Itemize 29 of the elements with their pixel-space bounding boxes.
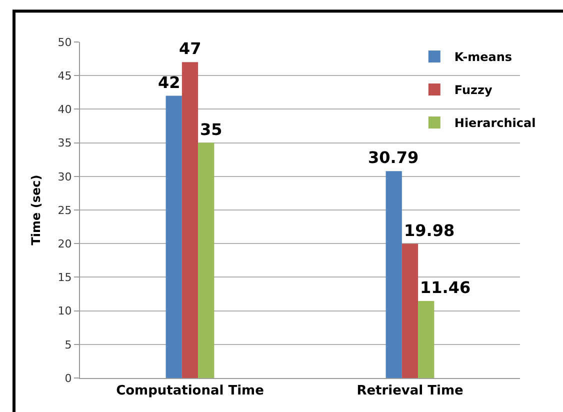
- data-label: 42: [158, 73, 180, 92]
- y-tick-label: 20: [58, 237, 72, 250]
- x-tick-label: Retrieval Time: [356, 384, 464, 399]
- y-tick-label: 30: [58, 170, 72, 184]
- y-tick-label: 50: [58, 36, 72, 49]
- data-label: 11.46: [420, 278, 471, 297]
- legend-label: Hierarchical: [454, 116, 536, 130]
- y-tick-label: 45: [58, 69, 72, 82]
- y-tick-label: 25: [58, 204, 72, 217]
- y-tick-label: 15: [58, 271, 72, 284]
- y-axis-title: Time (sec): [29, 174, 44, 246]
- bar: [386, 171, 402, 378]
- y-tick-label: 0: [64, 372, 72, 385]
- y-tick-label: 40: [58, 103, 72, 116]
- y-tick-label: 35: [58, 136, 72, 150]
- bar: [198, 142, 214, 378]
- data-label: 30.79: [368, 148, 419, 167]
- bar: [166, 96, 182, 378]
- legend-label: K-means: [454, 50, 512, 64]
- data-label: 19.98: [404, 221, 455, 240]
- data-label: 35: [200, 120, 222, 139]
- y-tick-label: 10: [58, 304, 72, 318]
- bar: [182, 62, 198, 378]
- data-label: 47: [179, 39, 202, 58]
- bar: [402, 244, 418, 378]
- x-tick-label: Computational Time: [116, 384, 264, 399]
- bar: [418, 300, 434, 378]
- y-tick-label: 5: [64, 338, 72, 352]
- legend-label: Fuzzy: [454, 83, 493, 98]
